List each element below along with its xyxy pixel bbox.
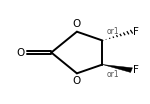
Text: F: F xyxy=(133,27,139,37)
Text: or1: or1 xyxy=(107,27,120,36)
Text: O: O xyxy=(16,48,25,58)
Text: F: F xyxy=(133,65,139,75)
Text: O: O xyxy=(73,19,81,29)
Polygon shape xyxy=(102,64,132,72)
Text: or1: or1 xyxy=(107,70,120,79)
Text: O: O xyxy=(73,76,81,86)
